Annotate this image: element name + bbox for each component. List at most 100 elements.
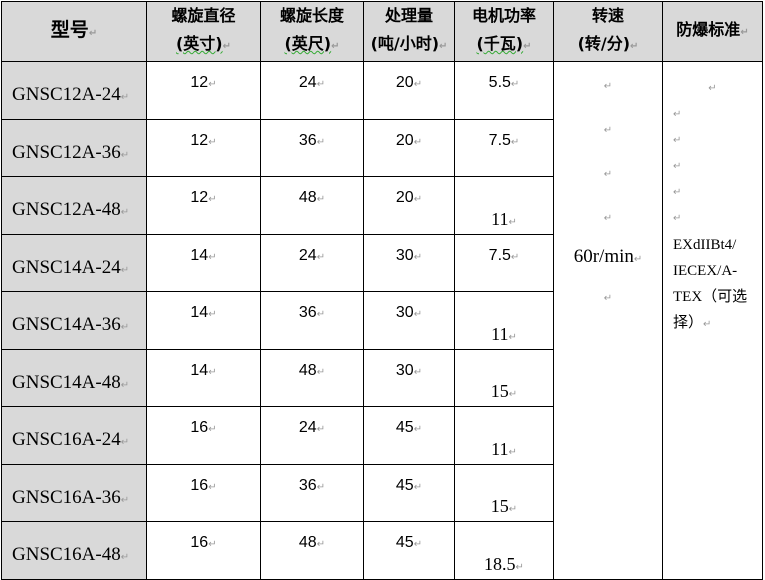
diameter-value: 14	[190, 304, 216, 321]
header-diameter: 螺旋直径 (英寸)	[146, 1, 261, 62]
cell-capacity: 20	[363, 176, 455, 235]
cell-model: GNSC12A-48	[1, 176, 147, 235]
cell-model: GNSC14A-48	[1, 348, 147, 407]
cell-length: 48	[260, 521, 364, 580]
cell-power: 7.5	[454, 233, 554, 292]
model-value: GNSC12A-36	[12, 142, 129, 163]
cell-model: GNSC14A-24	[1, 233, 147, 292]
cell-speed: ↵ ↵ ↵ ↵ 60r/min ↵	[553, 61, 663, 580]
cell-diameter: 14	[146, 233, 261, 292]
cell-capacity: 45	[363, 521, 455, 580]
model-value: GNSC14A-36	[12, 314, 129, 335]
diameter-value: 12	[190, 189, 216, 206]
cell-power: 11	[454, 176, 554, 235]
model-value: GNSC12A-24	[12, 84, 129, 105]
cell-diameter: 14	[146, 348, 261, 407]
standard-line: TEX（可选	[673, 289, 748, 305]
cell-model: GNSC14A-36	[1, 291, 147, 350]
power-value: 15	[491, 381, 517, 401]
capacity-value: 20	[396, 74, 422, 91]
cell-capacity: 20	[363, 118, 455, 177]
power-value: 18.5	[484, 554, 524, 574]
cell-model: GNSC12A-36	[1, 118, 147, 177]
diameter-value: 16	[190, 477, 216, 494]
cell-model: GNSC16A-48	[1, 521, 147, 580]
table-row: GNSC12A-48 12 48 20 11	[1, 176, 763, 235]
cell-model: GNSC16A-24	[1, 406, 147, 465]
cell-length: 48	[260, 176, 364, 235]
cell-capacity: 30	[363, 233, 455, 292]
cell-power: 11	[454, 406, 554, 465]
length-value: 48	[299, 189, 325, 206]
cell-length: 24	[260, 233, 364, 292]
header-length: 螺旋长度 (英尺)	[260, 1, 364, 62]
capacity-value: 30	[396, 304, 422, 321]
table-row: GNSC14A-36 14 36 30 11	[1, 291, 763, 350]
capacity-value: 20	[396, 132, 422, 149]
power-value: 11	[491, 324, 517, 344]
table-row: GNSC16A-24 16 24 45 11	[1, 406, 763, 465]
diameter-value: 12	[190, 132, 216, 149]
cell-diameter: 12	[146, 176, 261, 235]
length-value: 24	[299, 419, 325, 436]
cell-capacity: 45	[363, 406, 455, 465]
length-value: 36	[299, 304, 325, 321]
cell-diameter: 16	[146, 521, 261, 580]
model-value: GNSC14A-48	[12, 372, 129, 393]
cell-model: GNSC12A-24	[1, 61, 147, 120]
length-value: 36	[299, 477, 325, 494]
table-row: GNSC14A-48 14 48 30 15	[1, 348, 763, 407]
cell-power: 18.5	[454, 521, 554, 580]
model-value: GNSC16A-48	[12, 544, 129, 565]
diameter-value: 14	[190, 362, 216, 379]
standard-line: EXdIIBt4/	[673, 237, 737, 253]
diameter-value: 16	[190, 419, 216, 436]
cell-power: 11	[454, 291, 554, 350]
table-row: GNSC14A-24 14 24 30 7.5	[1, 233, 763, 292]
length-value: 24	[299, 74, 325, 91]
power-value: 11	[491, 209, 517, 229]
power-value: 5.5	[489, 74, 520, 91]
model-value: GNSC16A-36	[12, 487, 129, 508]
header-row: 型号 螺旋直径(英寸) 螺旋长度(英尺) 处理量(吨/小时) 电机功率(千瓦) …	[1, 1, 763, 62]
length-value: 48	[299, 534, 325, 551]
cell-diameter: 12	[146, 118, 261, 177]
table-row: GNSC12A-36 12 36 20 7.5	[1, 118, 763, 177]
length-value: 48	[299, 362, 325, 379]
header-model: 型号	[1, 1, 147, 62]
cell-capacity: 20	[363, 61, 455, 120]
model-value: GNSC16A-24	[12, 429, 129, 450]
capacity-value: 45	[396, 534, 422, 551]
cell-standard: ↵ ↵ ↵ ↵ ↵ ↵ EXdIIBt4/IECEX/A- TEX（可选 择）	[662, 61, 763, 580]
cell-length: 24	[260, 406, 364, 465]
power-value: 7.5	[489, 132, 520, 149]
header-power: 电机功率 (千瓦)	[454, 1, 554, 62]
length-value: 24	[299, 247, 325, 264]
cell-length: 36	[260, 291, 364, 350]
cell-length: 36	[260, 118, 364, 177]
header-standard: 防爆标准	[662, 1, 763, 62]
capacity-value: 30	[396, 362, 422, 379]
diameter-value: 14	[190, 247, 216, 264]
cell-power: 5.5	[454, 61, 554, 120]
cell-capacity: 30	[363, 348, 455, 407]
length-value: 36	[299, 132, 325, 149]
speed-value: 60r/min	[554, 246, 662, 268]
cell-diameter: 12	[146, 61, 261, 120]
cell-power: 15	[454, 348, 554, 407]
capacity-value: 45	[396, 477, 422, 494]
header-capacity: 处理量 (吨/小时)	[363, 1, 455, 62]
model-value: GNSC12A-48	[12, 199, 129, 220]
capacity-value: 30	[396, 247, 422, 264]
power-value: 7.5	[489, 247, 520, 264]
cell-length: 24	[260, 61, 364, 120]
cell-power: 7.5	[454, 118, 554, 177]
table-row: GNSC12A-241224205.5↵↵↵↵60r/min↵↵↵↵↵↵↵EXd…	[1, 61, 763, 580]
capacity-value: 45	[396, 419, 422, 436]
standard-line: 择）	[673, 310, 762, 338]
model-value: GNSC14A-24	[12, 257, 129, 278]
cell-diameter: 16	[146, 406, 261, 465]
diameter-value: 12	[190, 74, 216, 91]
power-value: 11	[491, 439, 517, 459]
